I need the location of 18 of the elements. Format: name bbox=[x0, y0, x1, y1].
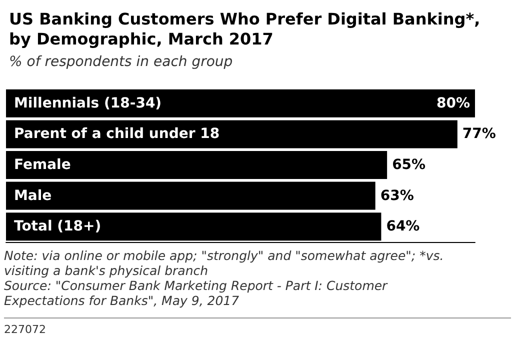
bar bbox=[6, 120, 458, 148]
data-label: 64% bbox=[386, 218, 420, 235]
y-tick-label: Total (18+) bbox=[14, 218, 102, 235]
text: Note: via online or mobile app; "strongly" and "somewhat agree"; *vs. visiting a bank's physical branch Source: "Consumer Bank Marketing Report - Part I: Customer Expectations for Banks", May 9, 2017 bbox=[4, 248, 444, 308]
data-label: 65% bbox=[392, 157, 426, 173]
chart-subtitle: % of respondents in each group bbox=[9, 54, 233, 70]
data-label: 77% bbox=[462, 126, 496, 142]
bar bbox=[6, 89, 475, 118]
bar bbox=[6, 182, 376, 210]
y-tick-label: Parent of a child under 18 bbox=[14, 126, 220, 142]
bar bbox=[6, 151, 388, 179]
text: 227072 bbox=[4, 323, 46, 336]
y-tick-label: Millennials (18-34) bbox=[14, 95, 162, 112]
data-label: 80% bbox=[436, 95, 470, 112]
data-label: 63% bbox=[380, 188, 414, 204]
chart-title: US Banking Customers Who Prefer Digital Banking*, by Demographic, March 2017 bbox=[9, 10, 480, 48]
y-tick-label: Male bbox=[14, 188, 52, 204]
y-tick-label: Female bbox=[14, 157, 71, 173]
